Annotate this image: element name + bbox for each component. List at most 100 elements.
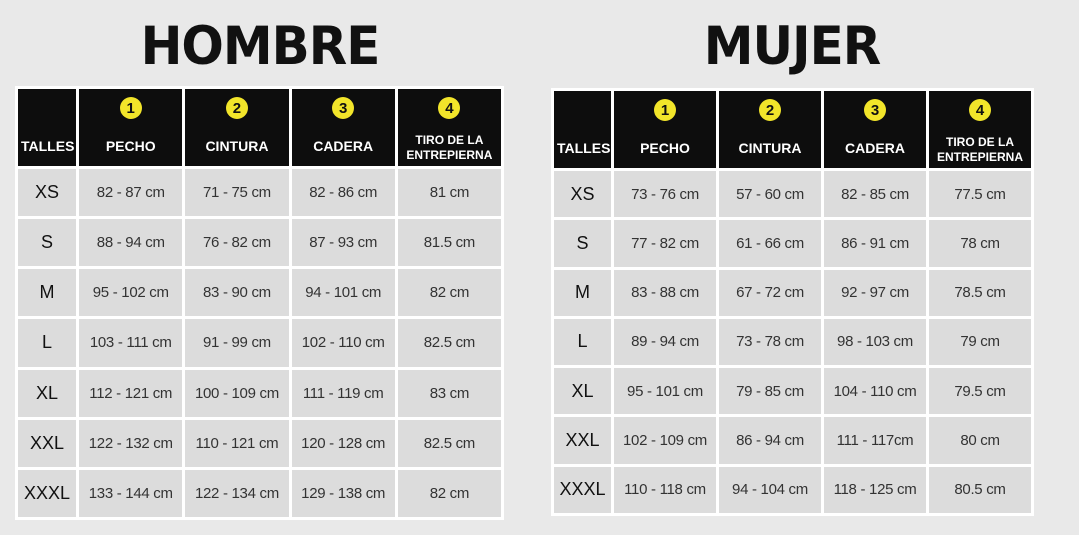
tiro-value: 82 cm (397, 469, 501, 517)
tiro-value: 80.5 cm (929, 466, 1031, 513)
tiro-value: 79 cm (929, 318, 1031, 366)
pecho-value: 82 - 87 cm (79, 169, 183, 217)
pecho-value: 73 - 76 cm (614, 171, 716, 218)
cadera-value: 104 - 110 cm (824, 368, 926, 415)
header-pecho: 1 PECHO (79, 89, 183, 166)
cadera-value: 120 - 128 cm (291, 419, 395, 467)
table-row: XXXL 133 - 144 cm 122 - 134 cm 129 - 138… (18, 469, 501, 517)
tiro-value: 82 cm (397, 269, 501, 317)
number-one-icon: 1 (119, 97, 142, 119)
number-four-icon: 4 (969, 99, 991, 121)
tiro-value: 83 cm (397, 369, 501, 417)
tiro-value: 77.5 cm (929, 171, 1031, 218)
pecho-value: 89 - 94 cm (614, 318, 716, 366)
pecho-value: 83 - 88 cm (614, 269, 716, 316)
header-row: TALLES 1 PECHO 2 CINTURA 3 CADERA 4 TIRO… (554, 91, 1031, 168)
table-row: S 88 - 94 cm 76 - 82 cm 87 - 93 cm 81.5 … (18, 219, 501, 267)
cintura-value: 73 - 78 cm (719, 318, 821, 366)
size-label: L (554, 318, 611, 366)
tiro-value: 82.5 cm (397, 419, 501, 467)
pecho-value: 95 - 101 cm (614, 368, 716, 415)
cadera-value: 86 - 91 cm (824, 220, 926, 267)
number-two-icon: 2 (225, 97, 248, 119)
number-four-icon: 4 (438, 97, 461, 119)
header-pecho: 1 PECHO (614, 91, 716, 168)
tiro-value: 78 cm (929, 220, 1031, 267)
cadera-value: 111 - 117cm (824, 417, 926, 464)
cintura-value: 122 - 134 cm (185, 469, 289, 517)
tiro-value: 78.5 cm (929, 269, 1031, 316)
header-cintura: 2 CINTURA (185, 89, 289, 166)
size-label: XL (18, 369, 77, 417)
header-cadera: 3 CADERA (291, 89, 395, 166)
hombre-title: HOMBRE (140, 15, 381, 77)
cintura-value: 100 - 109 cm (185, 369, 289, 417)
number-one-icon: 1 (654, 99, 676, 121)
size-label: S (18, 219, 77, 267)
cadera-value: 82 - 86 cm (291, 169, 395, 217)
cintura-value: 79 - 85 cm (719, 368, 821, 415)
tiro-value: 81 cm (397, 169, 501, 217)
cintura-value: 94 - 104 cm (719, 466, 821, 513)
size-label: XXL (554, 417, 611, 464)
cintura-value: 110 - 121 cm (185, 419, 289, 467)
pecho-value: 133 - 144 cm (79, 469, 183, 517)
table-row: XXXL 110 - 118 cm 94 - 104 cm 118 - 125 … (554, 466, 1031, 513)
tiro-value: 82.5 cm (397, 319, 501, 367)
header-talles: TALLES (18, 89, 77, 166)
table-row: L 103 - 111 cm 91 - 99 cm 102 - 110 cm 8… (18, 319, 501, 367)
number-three-icon: 3 (864, 99, 886, 121)
pecho-value: 102 - 109 cm (614, 417, 716, 464)
cadera-value: 111 - 119 cm (291, 369, 395, 417)
size-label: M (554, 269, 611, 316)
table-row: M 83 - 88 cm 67 - 72 cm 92 - 97 cm 78.5 … (554, 269, 1031, 316)
pecho-value: 88 - 94 cm (79, 219, 183, 267)
cintura-value: 76 - 82 cm (185, 219, 289, 267)
size-label: M (18, 269, 77, 317)
header-row: TALLES 1 PECHO 2 CINTURA 3 CADERA 4 TIRO… (18, 89, 501, 166)
cadera-value: 118 - 125 cm (824, 466, 926, 513)
table-row: L 89 - 94 cm 73 - 78 cm 98 - 103 cm 79 c… (554, 318, 1031, 366)
pecho-value: 122 - 132 cm (79, 419, 183, 467)
cintura-value: 67 - 72 cm (719, 269, 821, 316)
table-row: XXL 122 - 132 cm 110 - 121 cm 120 - 128 … (18, 419, 501, 467)
cintura-value: 61 - 66 cm (719, 220, 821, 267)
cadera-value: 87 - 93 cm (291, 219, 395, 267)
pecho-value: 110 - 118 cm (614, 466, 716, 513)
cadera-value: 94 - 101 cm (291, 269, 395, 317)
table-row: S 77 - 82 cm 61 - 66 cm 86 - 91 cm 78 cm (554, 220, 1031, 267)
mujer-size-table: TALLES 1 PECHO 2 CINTURA 3 CADERA 4 TIRO… (551, 88, 1034, 516)
mujer-title: MUJER (703, 15, 882, 77)
cadera-value: 92 - 97 cm (824, 269, 926, 316)
cadera-value: 102 - 110 cm (291, 319, 395, 367)
cintura-value: 71 - 75 cm (185, 169, 289, 217)
cintura-value: 57 - 60 cm (719, 171, 821, 218)
cintura-value: 83 - 90 cm (185, 269, 289, 317)
header-cadera: 3 CADERA (824, 91, 926, 168)
cintura-value: 86 - 94 cm (719, 417, 821, 464)
size-label: XL (554, 368, 611, 415)
pecho-value: 77 - 82 cm (614, 220, 716, 267)
pecho-value: 103 - 111 cm (79, 319, 183, 367)
pecho-value: 112 - 121 cm (79, 369, 183, 417)
table-row: XS 82 - 87 cm 71 - 75 cm 82 - 86 cm 81 c… (18, 169, 501, 217)
tiro-value: 80 cm (929, 417, 1031, 464)
tiro-value: 79.5 cm (929, 368, 1031, 415)
tiro-value: 81.5 cm (397, 219, 501, 267)
cintura-value: 91 - 99 cm (185, 319, 289, 367)
pecho-value: 95 - 102 cm (79, 269, 183, 317)
hombre-size-table: TALLES 1 PECHO 2 CINTURA 3 CADERA 4 TIRO… (15, 86, 504, 520)
table-row: XS 73 - 76 cm 57 - 60 cm 82 - 85 cm 77.5… (554, 171, 1031, 218)
size-label: XXXL (554, 466, 611, 513)
size-label: XXL (18, 419, 77, 467)
size-label: XXXL (18, 469, 77, 517)
header-tiro-entrepierna: 4 TIRO DE LA ENTREPIERNA (929, 91, 1031, 168)
size-label: XS (18, 169, 77, 217)
size-label: L (18, 319, 77, 367)
header-cintura: 2 CINTURA (719, 91, 821, 168)
header-talles: TALLES (554, 91, 611, 168)
table-row: M 95 - 102 cm 83 - 90 cm 94 - 101 cm 82 … (18, 269, 501, 317)
cadera-value: 129 - 138 cm (291, 469, 395, 517)
size-label: S (554, 220, 611, 267)
number-three-icon: 3 (332, 97, 355, 119)
